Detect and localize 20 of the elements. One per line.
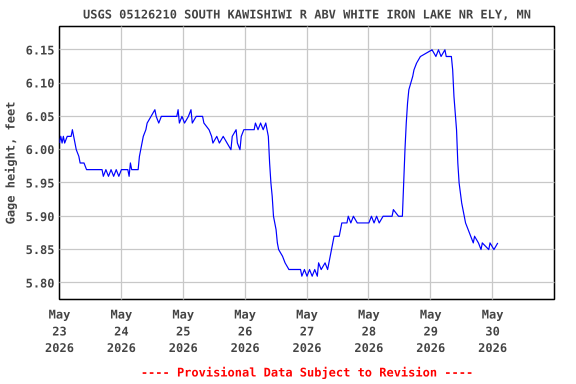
x-tick-label: May 24 2026 [106,308,136,356]
x-tick-label: May 26 2026 [230,308,260,356]
chart-title: USGS 05126210 SOUTH KAWISHIWI R ABV WHITE IRON LAKE NR ELY, MN [83,8,531,22]
text: ---- Provisional Data Subject to Revision ---- [140,366,474,380]
x-tick-label: May 27 2026 [292,308,322,356]
x-tick-label: May 25 2026 [168,308,198,356]
y-axis-title: Gage height, feet [4,102,18,224]
y-tick-label: 6.00 [26,143,55,158]
x-tick-label: May 30 2026 [478,308,508,356]
line-series [60,49,498,277]
y-tick-label: 6.10 [26,76,55,91]
y-tick-label: 5.80 [26,276,55,290]
y-tick-label: 6.05 [26,110,55,124]
x-tick-label: May 29 2026 [416,308,446,356]
x-tick-label: May 23 2026 [45,308,74,356]
x-tick-label: May 28 2026 [354,308,384,356]
y-tick-label: 5.95 [26,176,55,190]
y-tick-label: 6.15 [26,43,55,58]
y-tick-label: 5.85 [26,243,55,258]
y-tick-label: 5.90 [26,210,55,224]
